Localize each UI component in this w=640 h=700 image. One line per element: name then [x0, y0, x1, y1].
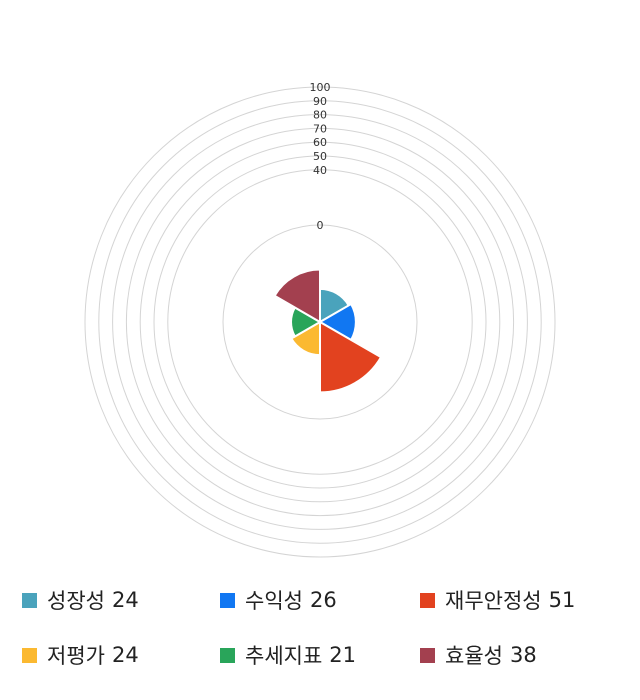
legend-value: 26: [309, 588, 337, 612]
legend-value: 38: [509, 643, 537, 667]
grid-circle: [167, 169, 473, 475]
grid-circle: [153, 155, 487, 489]
radial-grid: [84, 86, 556, 558]
legend-swatch: [220, 592, 235, 608]
grid-circle: [84, 86, 556, 558]
grid-circle: [112, 114, 528, 530]
tick-label: 100: [310, 81, 331, 94]
legend-label: 성장성: [47, 589, 105, 613]
legend-swatch: [220, 647, 235, 663]
legend-item-0[interactable]: 성장성 24: [22, 585, 139, 615]
legend-label: 수익성: [245, 589, 303, 613]
legend-swatch: [420, 592, 435, 608]
legend-swatch: [22, 592, 37, 608]
tick-label: 80: [313, 109, 327, 122]
legend-item-3[interactable]: 저평가 24: [22, 640, 139, 670]
tick-label: 0: [317, 219, 324, 232]
legend-item-4[interactable]: 추세지표 21: [220, 640, 356, 670]
legend-value: 51: [548, 588, 576, 612]
chart-legend: 성장성 24 수익성 26 재무안정성 51 저평가 24 추세지표 21 효율…: [0, 585, 640, 695]
tick-label: 70: [313, 122, 327, 135]
legend-value: 21: [329, 643, 357, 667]
grid-circle: [125, 127, 515, 517]
grid-circle: [139, 141, 501, 503]
slice-3[interactable]: [289, 320, 321, 357]
legend-swatch: [420, 647, 435, 663]
grid-circle: [222, 224, 418, 420]
tick-label: 50: [313, 150, 327, 163]
legend-item-2[interactable]: 재무안정성 51: [420, 585, 575, 615]
legend-swatch: [22, 647, 37, 663]
legend-label: 저평가: [47, 644, 105, 668]
legend-label: 추세지표: [245, 644, 323, 668]
grid-circle: [98, 100, 542, 544]
tick-label: 90: [313, 95, 327, 108]
tick-label: 40: [313, 164, 327, 177]
chart-slices: [273, 268, 383, 394]
legend-value: 24: [111, 588, 139, 612]
slice-5[interactable]: [273, 268, 321, 324]
legend-item-5[interactable]: 효율성 38: [420, 640, 537, 670]
legend-label: 효율성: [445, 644, 503, 668]
tick-label: 60: [313, 136, 327, 149]
legend-value: 24: [111, 643, 139, 667]
slice-2[interactable]: [319, 320, 383, 394]
legend-item-1[interactable]: 수익성 26: [220, 585, 337, 615]
legend-label: 재무안정성: [445, 589, 542, 613]
